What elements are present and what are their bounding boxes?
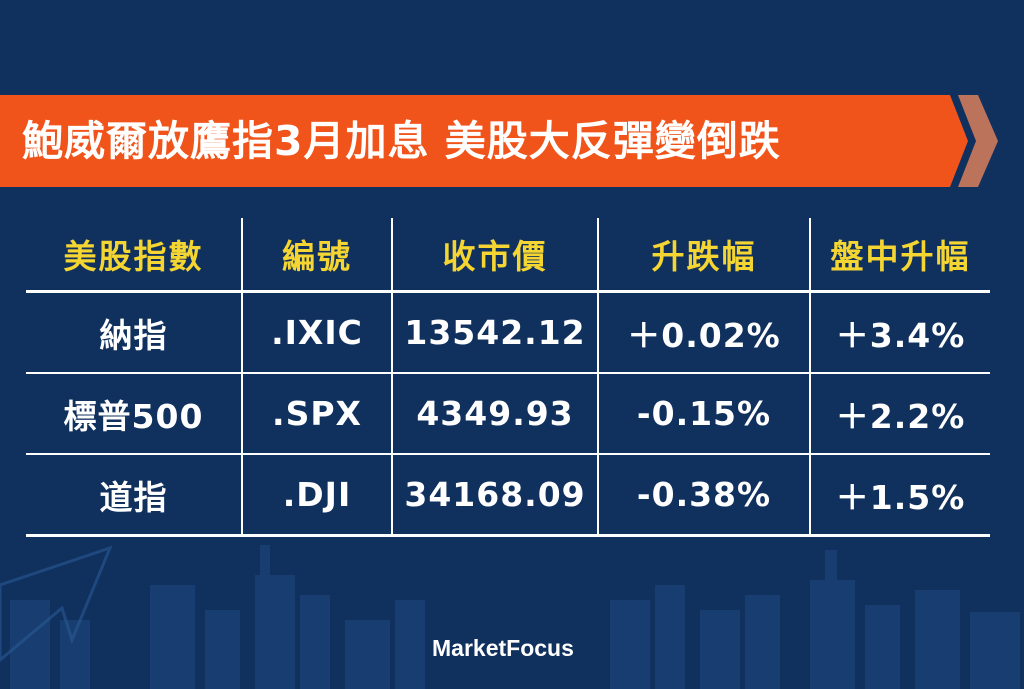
header-change: 升跌幅 [597, 218, 810, 292]
table-row: 道指 .DJI 34168.09 -0.38% ＋1.5% [26, 454, 990, 536]
index-name: 道指 [99, 477, 168, 517]
header-intraday: 盤中升幅 [809, 218, 990, 292]
index-name: 納指 [99, 315, 168, 355]
banner-shape [0, 95, 998, 187]
table-row: 納指 .IXIC 13542.12 ＋0.02% ＋3.4% [26, 291, 990, 373]
brand-logo: MarketFocus [432, 635, 574, 661]
headline-banner: 鮑威爾放鷹指3月加息 美股大反彈變倒跌 [0, 95, 1000, 187]
intraday-pct: ＋1.5% [809, 454, 990, 536]
change-pct: ＋0.02% [597, 291, 810, 373]
header-index: 美股指數 [63, 237, 204, 276]
intraday-pct: ＋2.2% [809, 373, 990, 454]
close-price: 13542.12 [391, 291, 598, 373]
change-pct: -0.15% [597, 373, 810, 454]
index-table: 美股指數 編號 收市價 升跌幅 盤中升幅 納指 .IXIC 13542.12 ＋… [26, 218, 990, 537]
header-code: 編號 [241, 218, 392, 292]
table-header-row: 美股指數 編號 收市價 升跌幅 盤中升幅 [26, 218, 990, 292]
index-code: .DJI [241, 454, 392, 536]
table-row: 標普500 .SPX 4349.93 -0.15% ＋2.2% [26, 373, 990, 454]
header-close: 收市價 [391, 218, 598, 292]
index-name: 標普500 [63, 396, 204, 436]
change-pct: -0.38% [597, 454, 810, 536]
index-code: .SPX [241, 373, 392, 454]
headline-title: 鮑威爾放鷹指3月加息 美股大反彈變倒跌 [22, 117, 781, 165]
close-price: 4349.93 [391, 373, 598, 454]
intraday-pct: ＋3.4% [809, 291, 990, 373]
index-code: .IXIC [241, 291, 392, 373]
close-price: 34168.09 [391, 454, 598, 536]
